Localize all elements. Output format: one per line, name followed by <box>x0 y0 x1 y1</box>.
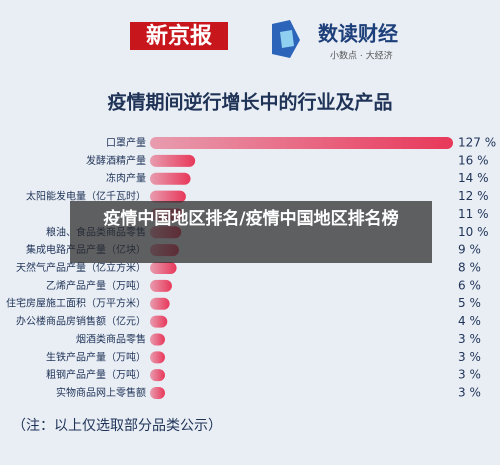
logo-subtitle: 小数点 · 大经济 <box>330 50 393 62</box>
bar <box>150 387 165 400</box>
value-label: 3 % <box>458 368 481 382</box>
value-label: 3 % <box>458 350 481 364</box>
bar <box>150 190 186 203</box>
category-label: 天然气产品产量（亿立方米） <box>16 261 146 274</box>
category-label: 住宅房屋施工面积（万平方米） <box>6 297 146 310</box>
overlay-title: 疫情中国地区排名/疫情中国地区排名榜 <box>70 201 432 263</box>
value-label: 5 % <box>458 296 481 310</box>
logo-title: 数读财经 <box>318 22 398 46</box>
bar <box>150 333 165 346</box>
category-label: 发酵酒精产量 <box>86 154 146 167</box>
value-label: 11 % <box>458 207 489 221</box>
brand-box <box>130 22 228 50</box>
value-label: 8 % <box>458 261 481 275</box>
category-label: 生铁产品产量（万吨） <box>46 350 146 363</box>
bar <box>150 279 172 292</box>
category-label: 乙烯产品产量（万吨） <box>46 279 146 292</box>
bar <box>150 369 165 382</box>
category-label: 冻肉产量 <box>106 172 146 185</box>
bar <box>150 154 196 167</box>
bar <box>150 262 177 275</box>
category-label: 粗钢产品产量（万吨） <box>46 368 146 381</box>
bar <box>150 351 165 364</box>
value-label: 127 % <box>458 136 496 150</box>
chart-title: 疫情期间逆行增长中的行业及产品 <box>107 91 392 114</box>
category-label: 烟酒类商品零售 <box>76 332 146 345</box>
value-label: 10 % <box>458 225 489 239</box>
category-label: 实物商品网上零售额 <box>56 386 146 399</box>
category-label: 办公楼商品房销售额（亿元） <box>16 315 146 328</box>
bar <box>150 315 168 328</box>
logo-icon-inner <box>280 30 294 48</box>
value-label: 12 % <box>458 189 489 203</box>
brand: 新京报 <box>146 23 212 49</box>
category-label: 太阳能发电量（亿千瓦时） <box>26 190 146 203</box>
bar <box>150 297 170 310</box>
bar <box>150 137 453 149</box>
value-label: 14 % <box>458 171 489 185</box>
value-label: 3 % <box>458 332 481 346</box>
footnote: （注：以上仅选取部分品类公示） <box>12 418 222 434</box>
value-label: 16 % <box>458 153 489 167</box>
value-label: 6 % <box>458 278 481 292</box>
value-label: 4 % <box>458 314 481 328</box>
bar <box>150 172 191 185</box>
value-label: 3 % <box>458 386 481 400</box>
category-label: 口罩产量 <box>106 136 146 149</box>
value-label: 9 % <box>458 243 481 257</box>
